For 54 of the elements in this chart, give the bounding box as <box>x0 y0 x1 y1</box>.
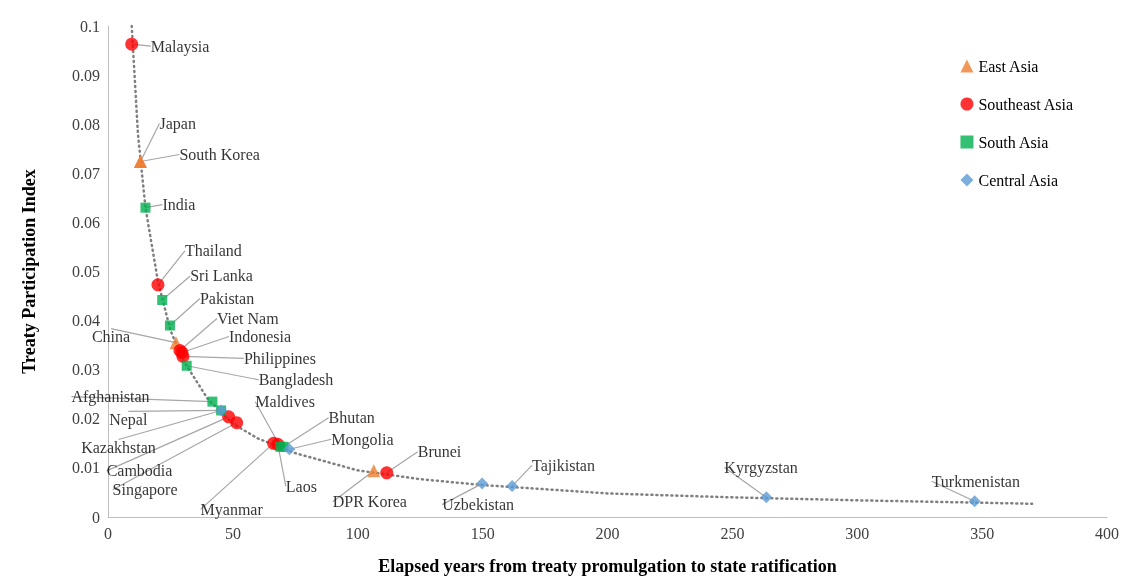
y-tick-label: 0.1 <box>80 17 100 35</box>
annotation: Pakistan <box>199 290 255 308</box>
annotation: Japan <box>159 115 196 134</box>
y-tick-label: 0 <box>92 508 100 526</box>
annotation: Malaysia <box>150 37 210 56</box>
y-tick-label: 0.05 <box>72 263 100 280</box>
y-tick-label: 0.09 <box>72 66 100 84</box>
y-tick-label: 0.08 <box>72 115 100 133</box>
x-tick-label: 300 <box>845 524 870 542</box>
annotation: Myanmar <box>200 500 264 519</box>
x-tick-label: 0 <box>104 524 112 542</box>
annotation: Maldives <box>255 393 315 411</box>
y-tick-label: 0.03 <box>72 361 100 379</box>
annotation: Indonesia <box>228 328 292 346</box>
annotation: India <box>162 196 196 214</box>
annotation: Nepal <box>109 410 148 429</box>
annotation: Singapore <box>112 481 178 500</box>
x-tick-label: 350 <box>970 524 995 542</box>
annotation: Laos <box>285 477 317 495</box>
annotation: Mongolia <box>331 430 394 449</box>
legend-label: Central Asia <box>978 171 1058 189</box>
y-tick-label: 0.04 <box>72 312 100 330</box>
annotation: China <box>91 328 131 346</box>
annotation: Kazakhstan <box>81 438 156 456</box>
y-tick-label: 0.06 <box>72 213 100 231</box>
x-tick-label: 400 <box>1095 524 1119 542</box>
annotation: Uzbekistan <box>442 496 515 514</box>
annotation: Viet Nam <box>216 310 280 328</box>
annotation: Afghanistan <box>71 388 150 407</box>
annotation: DPR Korea <box>332 493 407 511</box>
annotation: Sri Lanka <box>190 267 253 285</box>
x-tick-label: 150 <box>470 524 495 542</box>
annotation: Bhutan <box>328 409 375 427</box>
y-tick-label: 0.01 <box>72 459 100 477</box>
annotation: Turkmenistan <box>931 472 1020 490</box>
annotation: Tajikistan <box>532 456 595 475</box>
annotation: Thailand <box>184 242 242 260</box>
x-axis-title: Elapsed years from treaty promulgation to state ratification <box>378 556 837 576</box>
annotation: Cambodia <box>106 462 173 480</box>
annotation: Kyrgyzstan <box>724 458 798 477</box>
annotation: Bangladesh <box>258 371 334 390</box>
y-tick-label: 0.02 <box>72 410 100 428</box>
legend-label: South Asia <box>978 133 1049 151</box>
annotation: Philippines <box>243 349 316 368</box>
annotation: Brunei <box>417 443 462 461</box>
legend-label: Southeast Asia <box>978 95 1074 113</box>
x-tick-label: 250 <box>720 524 745 542</box>
annotation: South Korea <box>179 146 260 164</box>
x-tick-label: 50 <box>224 524 241 542</box>
y-tick-label: 0.07 <box>72 164 100 182</box>
x-tick-label: 200 <box>595 524 620 542</box>
y-axis-title: Treaty Participation Index <box>19 169 39 374</box>
x-tick-label: 100 <box>345 524 370 542</box>
legend-label: East Asia <box>978 57 1039 75</box>
